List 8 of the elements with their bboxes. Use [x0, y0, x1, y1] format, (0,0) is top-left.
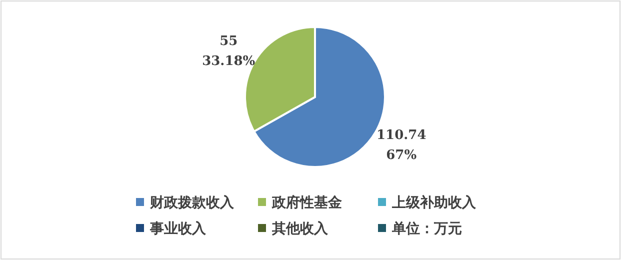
data-label: 55 33.18% [202, 34, 256, 70]
legend-label: 其他收入 [271, 221, 329, 237]
legend-label: 事业收入 [149, 221, 207, 237]
legend-label: 财政拨款收入 [149, 195, 235, 211]
legend-label: 单位：万元 [391, 221, 462, 237]
legend-label: 政府性基金 [271, 194, 343, 211]
data-label: 110.74 67% [376, 128, 426, 163]
legend-label: 上级补助收入 [391, 194, 477, 211]
